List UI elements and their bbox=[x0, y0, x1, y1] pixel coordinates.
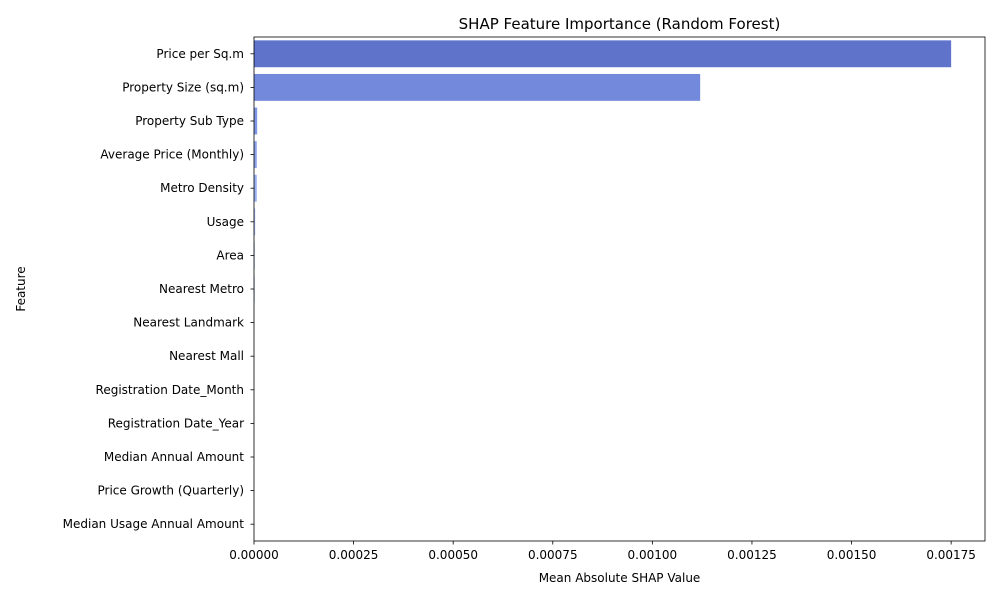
y-axis-label: Feature bbox=[14, 266, 28, 311]
x-tick-label: 0.00150 bbox=[827, 548, 877, 562]
y-tick-label: Usage bbox=[207, 215, 244, 229]
x-tick-label: 0.00125 bbox=[727, 548, 777, 562]
bar-1 bbox=[254, 74, 700, 101]
chart-title: SHAP Feature Importance (Random Forest) bbox=[459, 15, 781, 33]
y-tick-label: Metro Density bbox=[160, 181, 244, 195]
y-tick-label: Registration Date_Month bbox=[96, 383, 244, 397]
x-tick-label: 0.00075 bbox=[528, 548, 578, 562]
y-tick-label: Property Size (sq.m) bbox=[122, 80, 244, 94]
plot-frame bbox=[254, 37, 985, 541]
x-tick-label: 0.00000 bbox=[229, 548, 279, 562]
x-tick-label: 0.00175 bbox=[926, 548, 976, 562]
x-axis-ticks: 0.00000 0.00025 0.00050 0.00075 0.00100 0.001… bbox=[229, 541, 976, 562]
y-tick-label: Property Sub Type bbox=[135, 114, 244, 128]
y-axis-ticks: Price per Sq.m Property Size (sq.m) Proper… bbox=[63, 47, 254, 531]
y-tick-label: Average Price (Monthly) bbox=[100, 148, 244, 162]
bar-2 bbox=[254, 108, 257, 135]
bar-0 bbox=[254, 40, 951, 67]
bar-3 bbox=[254, 141, 257, 168]
y-tick-label: Nearest Mall bbox=[169, 349, 244, 363]
x-axis-label: Mean Absolute SHAP Value bbox=[539, 571, 701, 585]
y-tick-label: Price per Sq.m bbox=[156, 47, 244, 61]
y-tick-label: Area bbox=[216, 248, 244, 262]
y-tick-label: Nearest Metro bbox=[159, 282, 244, 296]
x-tick-label: 0.00050 bbox=[428, 548, 478, 562]
bars-group bbox=[254, 40, 951, 537]
y-tick-label: Price Growth (Quarterly) bbox=[98, 484, 245, 498]
x-tick-label: 0.00100 bbox=[628, 548, 678, 562]
y-tick-label: Median Annual Amount bbox=[104, 450, 244, 464]
x-tick-label: 0.00025 bbox=[329, 548, 379, 562]
y-tick-label: Median Usage Annual Amount bbox=[63, 517, 245, 531]
bar-4 bbox=[254, 175, 257, 202]
y-tick-label: Registration Date_Year bbox=[108, 416, 244, 430]
y-tick-label: Nearest Landmark bbox=[133, 316, 244, 330]
